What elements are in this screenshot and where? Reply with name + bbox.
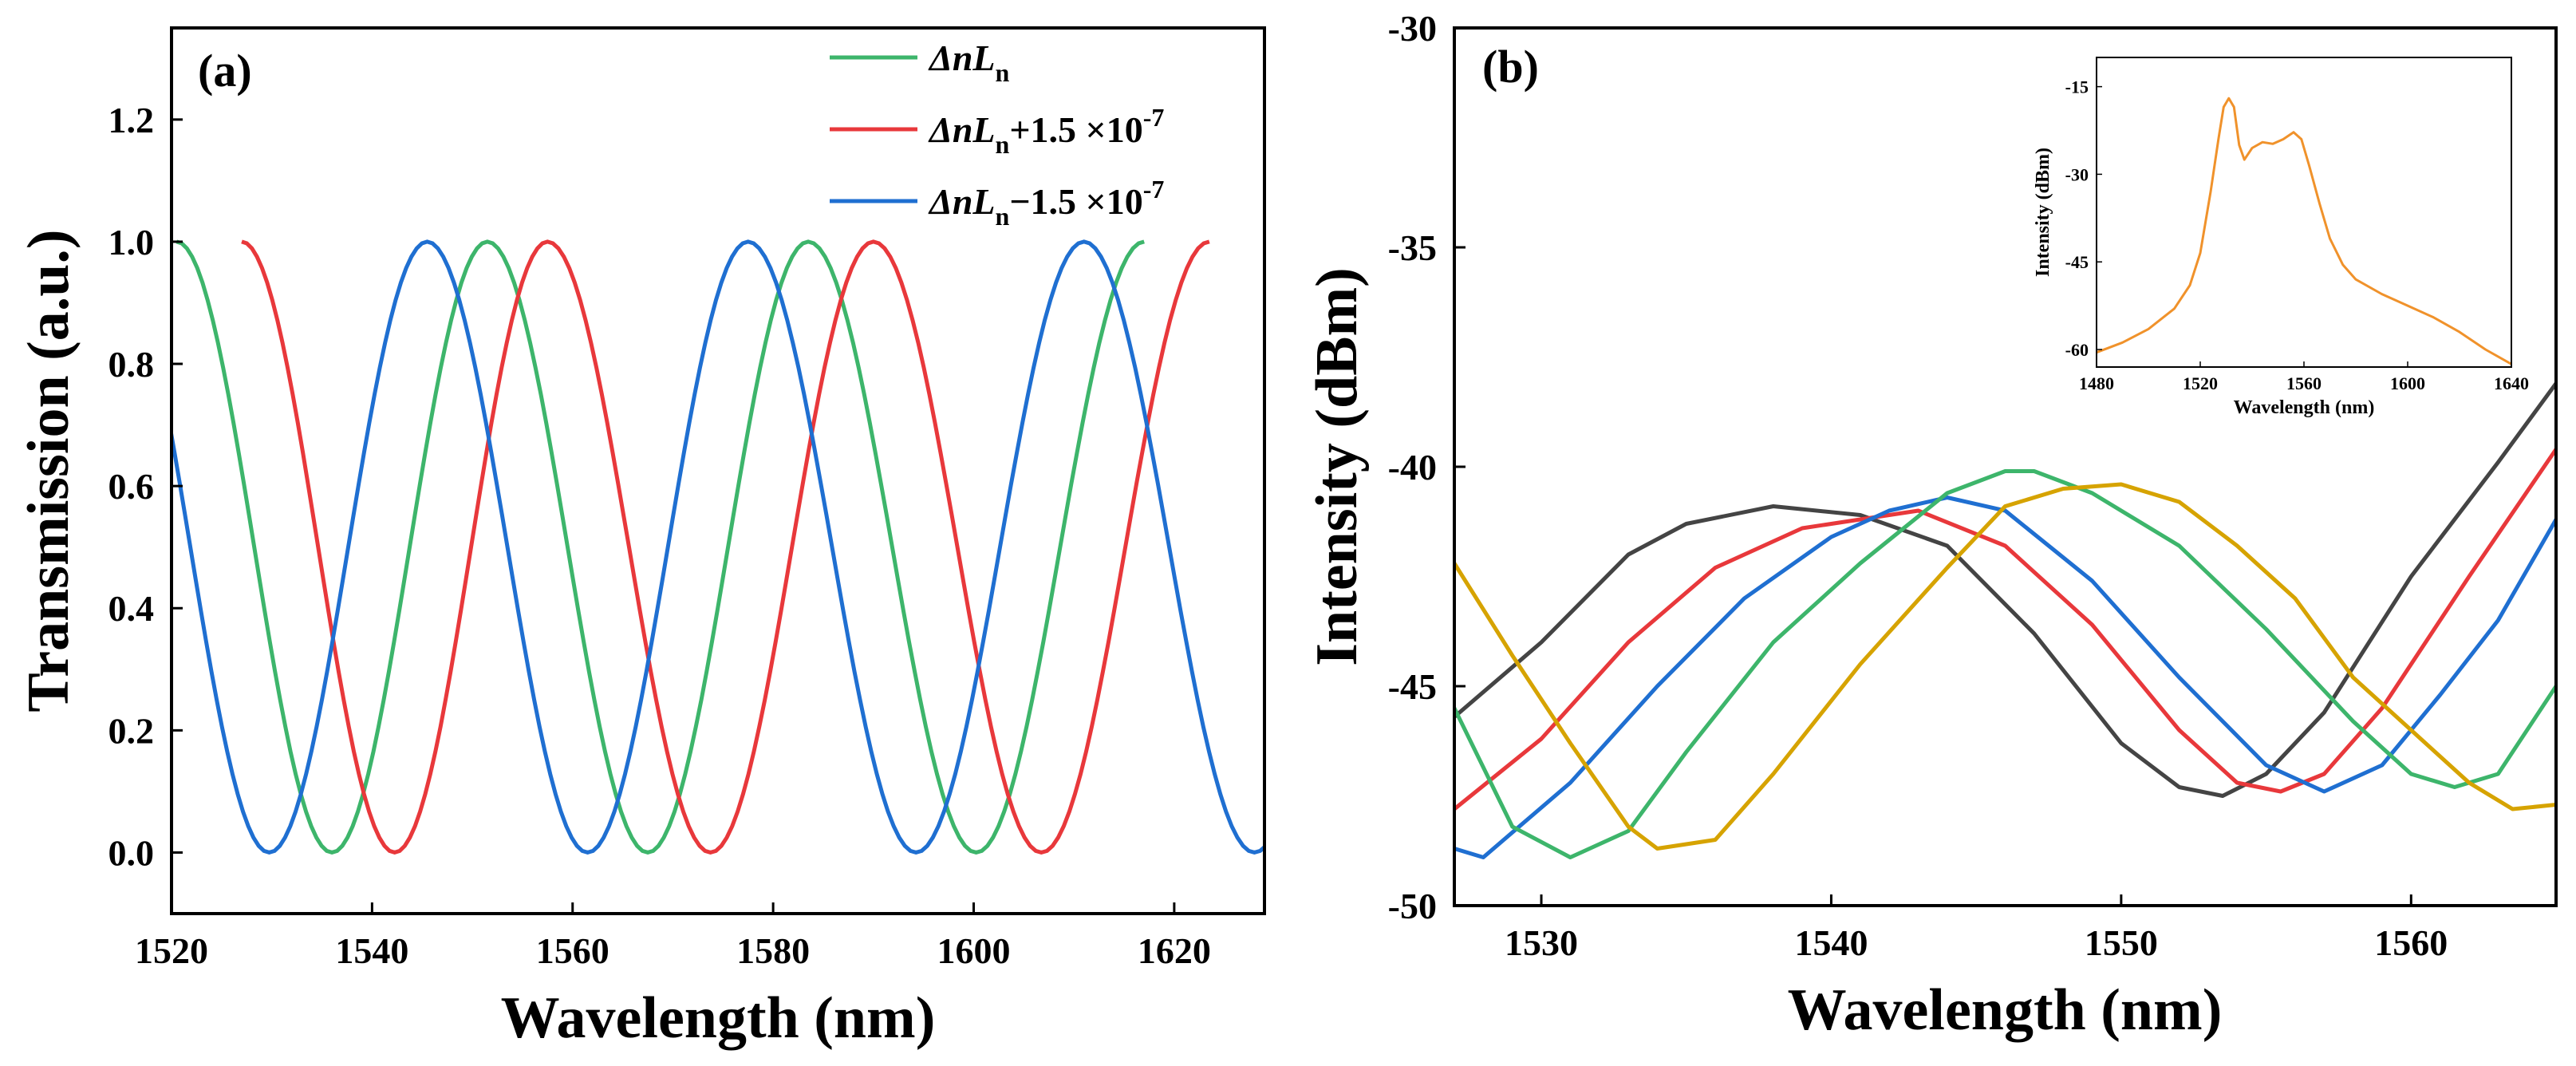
panel-a: 1520 1540 1560 1580 1600 1620 0.0 0.2 0.4 0.6 0.8 1… (16, 26, 1266, 1051)
legend-entry-1-var: nL (953, 109, 996, 150)
inset-y-tick-label: -60 (2065, 340, 2089, 360)
panel-b-y-tick-label: -45 (1388, 666, 1437, 707)
panel-b-y-tick-label: -40 (1388, 447, 1437, 488)
inset-series-group (2096, 97, 2512, 365)
legend-entry-1-exp: -7 (1143, 103, 1165, 132)
inset-x-tick-label: 1520 (2183, 373, 2218, 393)
legend-entry-1-suffix: +1.5 ×10 (1009, 109, 1142, 150)
panel-a-y-tick-label: 0.4 (108, 588, 155, 629)
legend-entry-1-delta: Δ (928, 109, 953, 150)
legend-entry-2-delta: Δ (928, 181, 953, 222)
panel-b-x-tick-label: 1530 (1505, 922, 1578, 963)
legend-entry-0-var: nL (953, 38, 996, 78)
legend-entry-1-sub: n (996, 130, 1010, 159)
panel-b-inset: 1480 1520 1560 1600 1640 -60 -45 -30 -15 Wavelen… (2033, 57, 2529, 418)
panel-b-y-tick-label: -30 (1388, 8, 1437, 49)
panel-a-y-axis-title: Transmission (a.u.) (16, 229, 81, 712)
panel-a-y-tick-label: 1.0 (108, 222, 155, 263)
panel-a-x-tick-label: 1540 (335, 930, 408, 971)
panel-a-x-axis-title: Wavelength (nm) (501, 985, 936, 1051)
panel-a-y-tick-label: 1.2 (108, 100, 155, 140)
inset-x-tick-label: 1560 (2286, 373, 2322, 393)
panel-a-legend: ΔnLn ΔnLn+1.5 ×10-7 ΔnLn−1.5 ×10-7 (830, 38, 1164, 231)
panel-a-y-tick-label: 0.2 (108, 710, 155, 751)
inset-ticks: 1480 1520 1560 1600 1640 -60 -45 -30 -15 (2065, 77, 2529, 393)
panel-b-y-tick-label: -50 (1388, 886, 1437, 926)
panel-a-y-tick-label: 0.6 (108, 466, 155, 507)
panel-b-x-tick-label: 1540 (1794, 922, 1868, 963)
panel-a-x-tick-label: 1620 (1138, 930, 1211, 971)
panel-b-series-group (1454, 382, 2556, 859)
panel-b-x-axis-title: Wavelength (nm) (1788, 977, 2223, 1043)
panel-b-y-axis-title: Intensity (dBm) (1304, 267, 1370, 666)
panel-b-y-tick-label: -35 (1388, 227, 1437, 268)
legend-entry-2-suffix: −1.5 ×10 (1009, 181, 1142, 222)
inset-series-orange (2096, 97, 2512, 365)
panel-a-x-tick-label: 1580 (736, 930, 810, 971)
panel-a-x-tick-label: 1600 (937, 930, 1011, 971)
panel-b-series-red (1454, 448, 2556, 811)
inset-y-tick-label: -45 (2065, 252, 2089, 272)
panel-a-label: (a) (198, 45, 252, 97)
legend-entry-2-var: nL (953, 181, 996, 222)
panel-b-x-tick-label: 1550 (2085, 922, 2158, 963)
panel-a-series-blue (172, 239, 1264, 855)
panel-a-series-green (176, 239, 1145, 855)
inset-y-axis-title: Intensity (dBm) (2033, 148, 2053, 277)
legend-entry-2-exp: -7 (1143, 175, 1165, 203)
panel-a-gridless-plot: 1520 1540 1560 1580 1600 1620 0.0 0.2 0.4 0.6 0.8 1… (108, 26, 1266, 971)
panel-a-ticks: 1520 1540 1560 1580 1600 1620 0.0 0.2 0.4 0.6 0.8 1… (108, 100, 1211, 971)
panel-b-ticks: 1530 1540 1550 1560 -50 -45 -40 -35 -30 (1388, 8, 2448, 963)
panel-a-y-tick-label: 0.8 (108, 344, 155, 385)
inset-x-tick-label: 1480 (2079, 373, 2114, 393)
inset-x-tick-label: 1600 (2390, 373, 2425, 393)
legend-entry-0: ΔnLn (928, 38, 1010, 87)
inset-y-tick-label: -30 (2065, 164, 2089, 184)
legend-entry-1: ΔnLn+1.5 ×10-7 (928, 103, 1164, 159)
legend-entry-0-sub: n (996, 58, 1010, 87)
panel-b-series-gold (1454, 482, 2556, 851)
panel-b-x-tick-label: 1560 (2374, 922, 2448, 963)
panel-a-series-red (241, 239, 1210, 855)
inset-y-tick-label: -15 (2065, 77, 2089, 97)
panel-b-series-black (1454, 382, 2556, 798)
panel-b-series-green (1454, 469, 2556, 859)
panel-a-x-tick-label: 1560 (536, 930, 609, 971)
panel-a-frame (170, 26, 1266, 915)
inset-x-axis-title: Wavelength (nm) (2234, 397, 2375, 418)
panel-a-x-tick-label: 1520 (135, 930, 208, 971)
legend-entry-2-sub: n (996, 202, 1010, 231)
panel-b-series-blue (1454, 495, 2556, 859)
legend-entry-0-delta: Δ (928, 38, 953, 78)
legend-entry-2: ΔnLn−1.5 ×10-7 (928, 175, 1164, 231)
inset-x-tick-label: 1640 (2494, 373, 2529, 393)
panel-b-label: (b) (1482, 41, 1539, 93)
panel-b: 1530 1540 1550 1560 -50 -45 -40 -35 -30 (b) Wave… (1304, 8, 2558, 1043)
panel-a-y-tick-label: 0.0 (108, 832, 155, 873)
panel-a-series-group (172, 239, 1264, 855)
